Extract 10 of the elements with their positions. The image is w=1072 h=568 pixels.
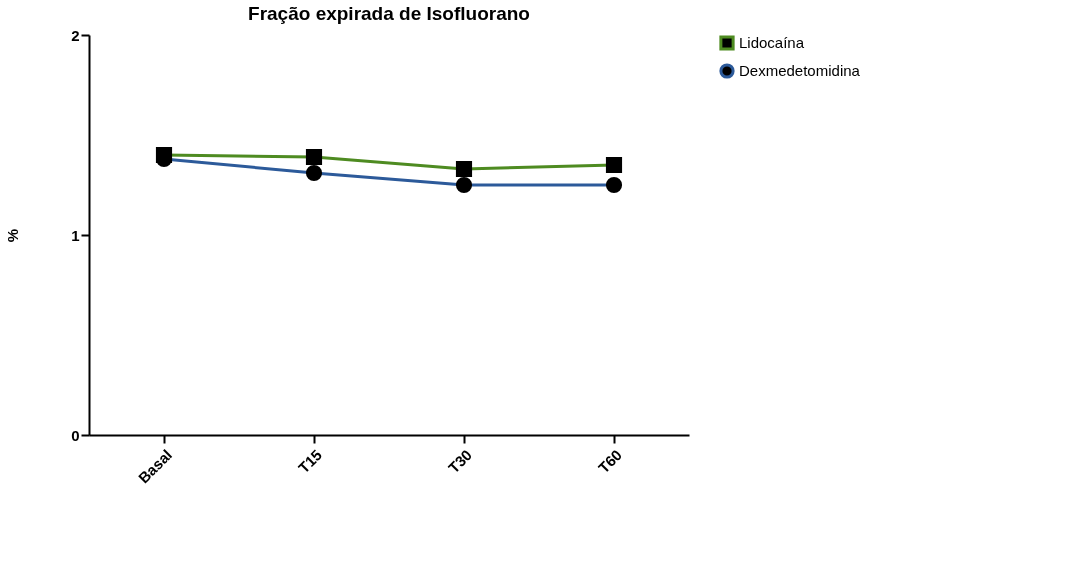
- chart-title: Fração expirada de Isofluorano: [248, 3, 530, 24]
- y-tick-label: 2: [71, 26, 80, 44]
- y-tick-label: 1: [71, 226, 80, 244]
- legend-label: Dexmedetomidina: [739, 62, 861, 79]
- x-tick-label: T60: [594, 446, 626, 477]
- x-tick-label: T30: [444, 446, 476, 477]
- y-axis-title: %: [4, 228, 22, 243]
- y-tick-label: 0: [71, 426, 80, 444]
- x-tick-label: T15: [294, 446, 326, 477]
- legend-label: Lidocaína: [739, 34, 805, 51]
